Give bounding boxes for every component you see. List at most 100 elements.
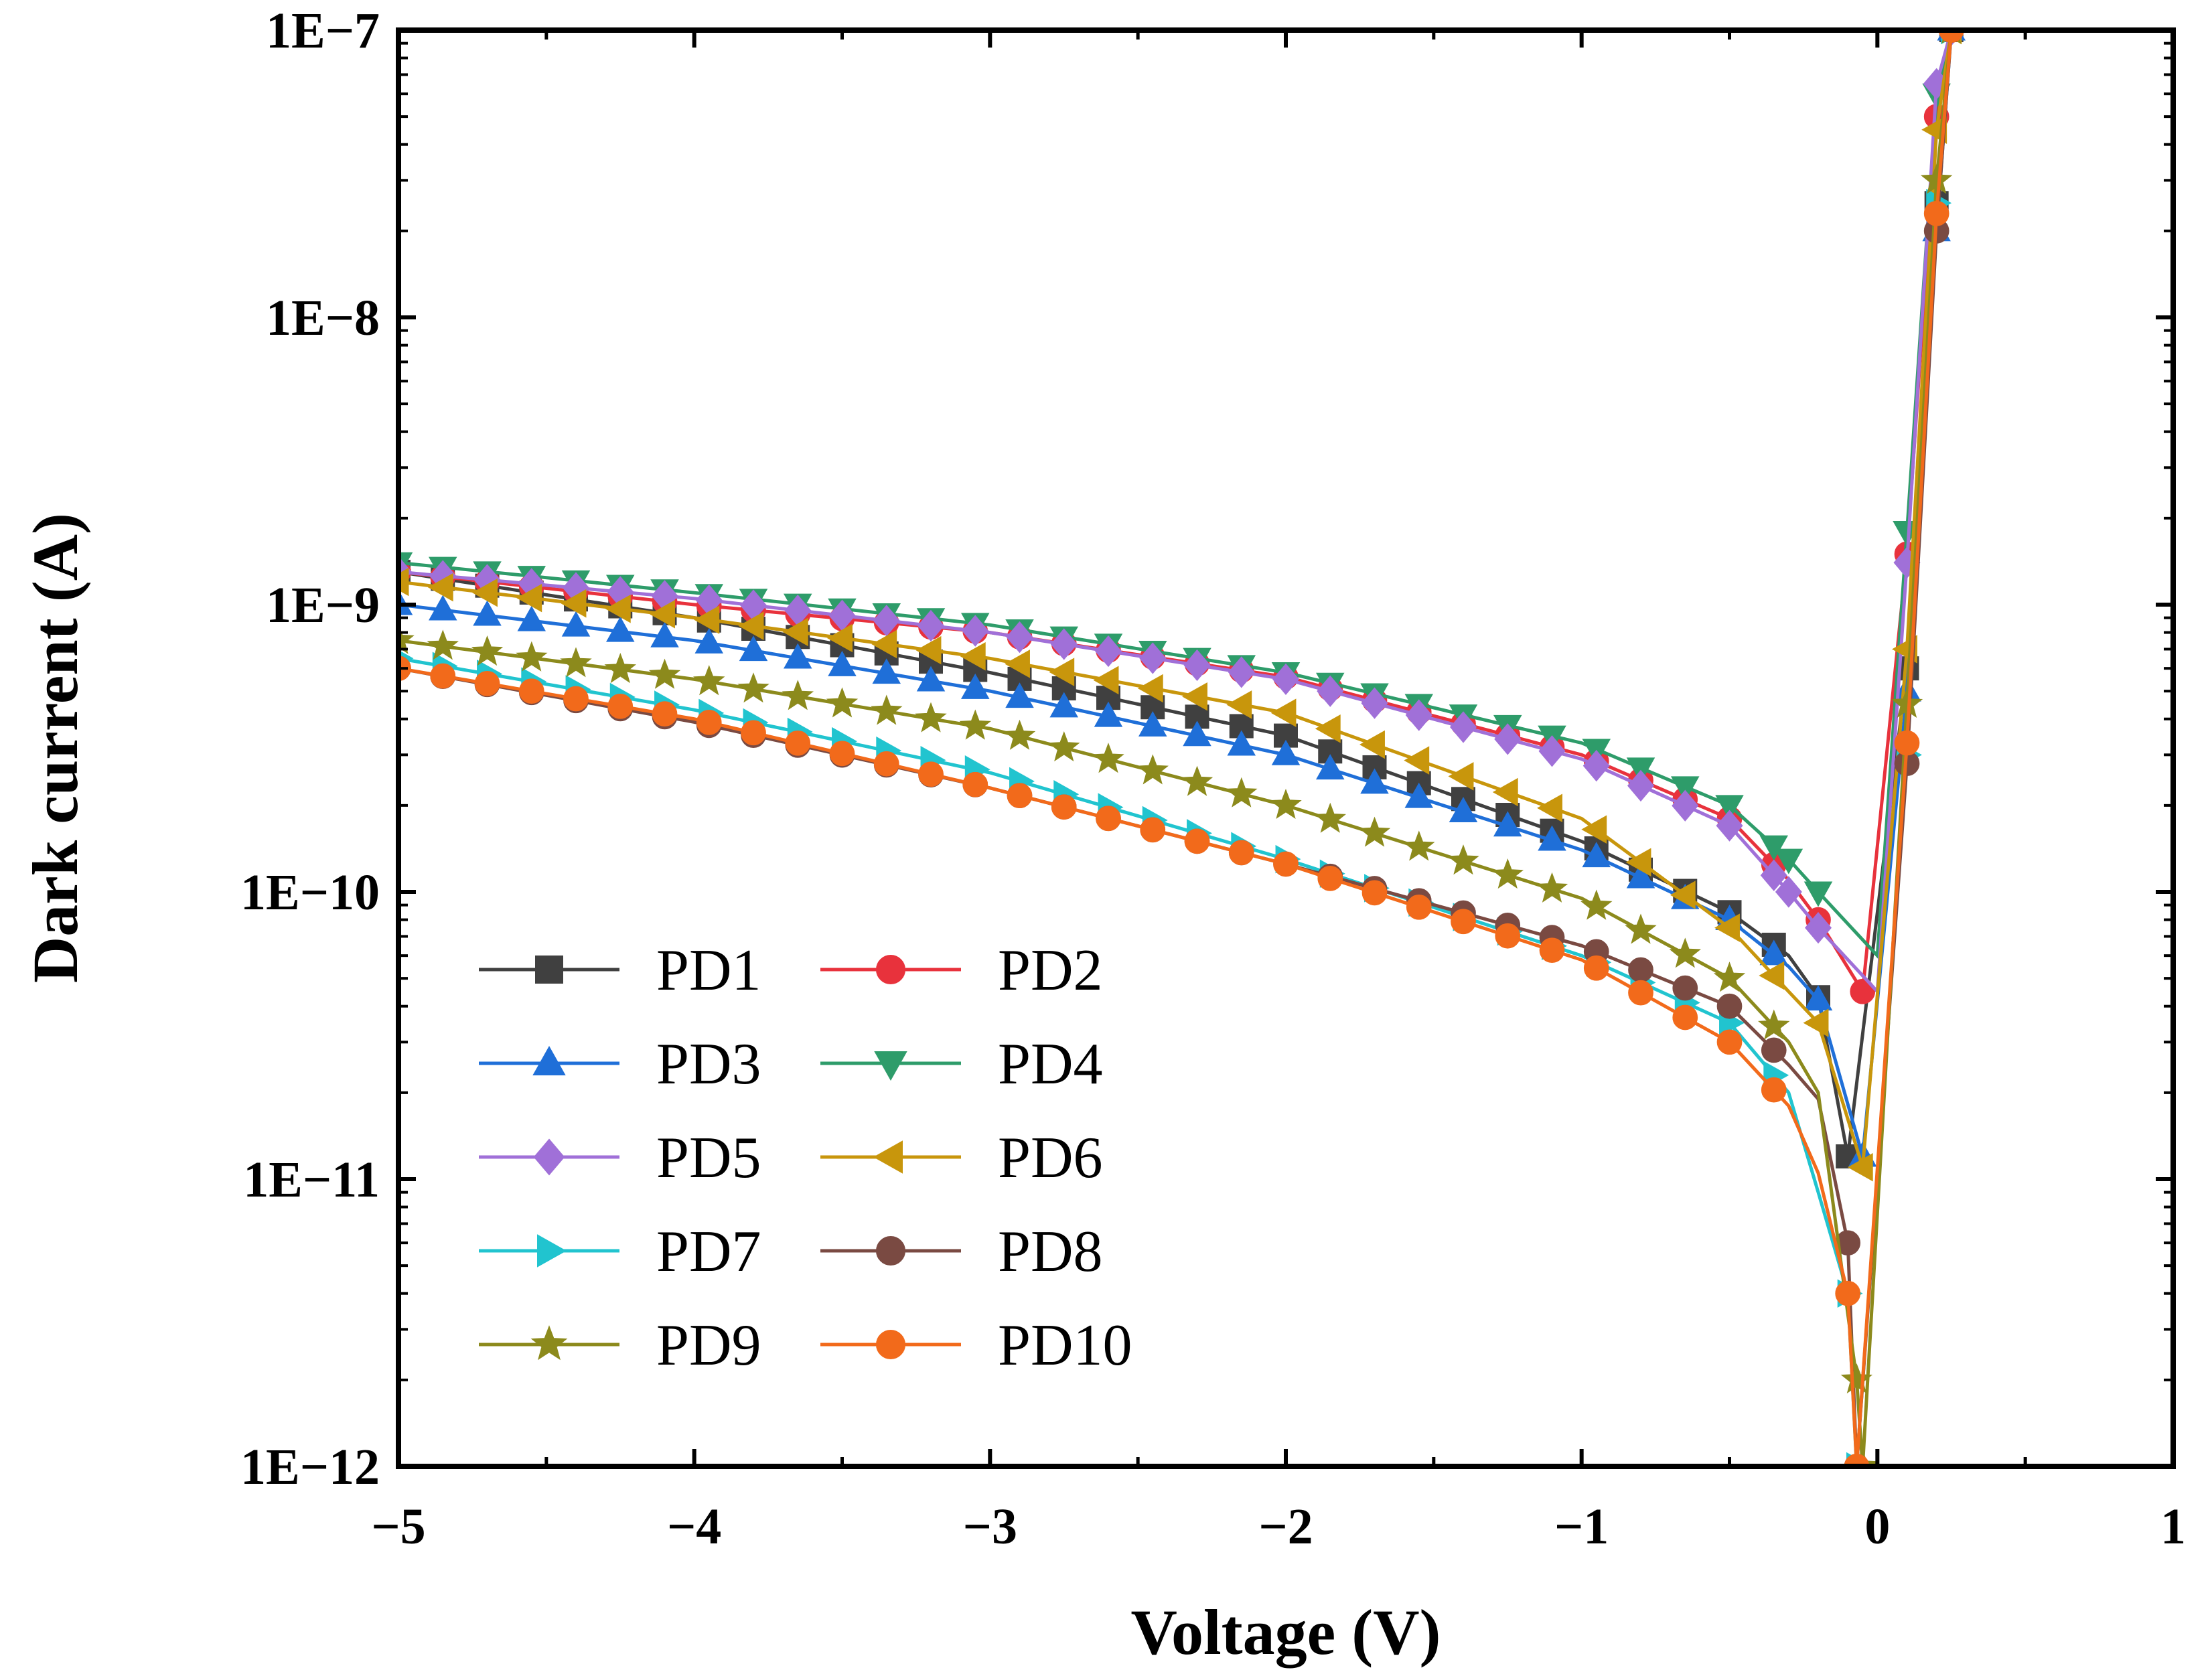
data-point-pd3: [650, 621, 679, 647]
data-point-pd3: [1005, 682, 1034, 708]
data-point-pd10: [518, 678, 544, 704]
data-point-pd10: [1716, 1029, 1743, 1055]
legend-label: PD9: [656, 1313, 761, 1378]
legend-marker: [876, 1236, 905, 1266]
data-point-pd6: [650, 600, 675, 629]
data-point-pd3: [1183, 720, 1211, 747]
series-pd6: [398, 30, 1962, 1182]
data-point-pd10: [741, 720, 766, 746]
data-point-pd10: [1007, 783, 1033, 809]
data-point-pd5: [1582, 749, 1610, 782]
data-point-pd8: [1761, 1037, 1787, 1063]
data-point-pd3: [1094, 701, 1123, 727]
data-point-pd10: [918, 761, 944, 787]
legend-item-pd7: PD7: [479, 1219, 761, 1284]
data-point-pd6: [1670, 881, 1696, 909]
data-point-pd5: [1760, 859, 1787, 891]
legend-label: PD2: [998, 938, 1103, 1003]
data-point-pd10: [1184, 828, 1210, 854]
data-point-pd9: [1580, 889, 1613, 920]
data-point-pd3: [828, 650, 857, 676]
legend-item-pd2: PD2: [820, 938, 1103, 1003]
data-point-pd9: [1181, 765, 1213, 796]
data-point-pd3: [1138, 711, 1167, 737]
data-point-pd3: [872, 658, 901, 684]
legend-label: PD10: [998, 1313, 1132, 1378]
data-point-pd9: [1840, 1363, 1873, 1393]
data-point-pd3: [916, 666, 946, 692]
axes-layer: −5 −4 −3 −2 −1 0 1 1E−12 1E−11 1E−10 1E−9 1E−8 1E−7: [240, 3, 2186, 1555]
data-point-pd6: [1714, 913, 1740, 942]
data-point-pd10: [1583, 955, 1609, 981]
y-axis-title: Dark current (A): [19, 513, 91, 983]
data-point-pd5: [1183, 649, 1211, 682]
data-point-pd6: [1581, 815, 1607, 844]
legend-label: PD5: [656, 1126, 761, 1191]
data-point-pd9: [560, 647, 592, 678]
legend-label: PD7: [656, 1219, 761, 1284]
data-point-pd3: [1803, 985, 1833, 1011]
data-point-pd10: [1495, 923, 1521, 949]
data-point-pd9: [1669, 937, 1701, 968]
data-point-pd9: [1920, 163, 1953, 194]
legend-item-pd1: PD1: [479, 938, 761, 1003]
data-point-pd9: [737, 672, 769, 703]
data-point-pd5: [1361, 687, 1388, 719]
data-point-pd6: [1049, 658, 1075, 686]
data-point-pd10: [1923, 200, 1949, 226]
data-point-pd8: [1672, 975, 1698, 1001]
data-point-pd10: [1761, 1077, 1787, 1103]
data-point-pd10: [1672, 1004, 1698, 1030]
data-point-pd10: [1406, 894, 1432, 920]
data-point-pd3: [605, 616, 635, 642]
data-point-pd10: [1051, 794, 1077, 820]
data-point-pd6: [738, 611, 764, 641]
data-point-pd3: [1404, 782, 1434, 808]
data-point-pd9: [693, 665, 725, 696]
y-tick-label: 1E−9: [266, 577, 380, 633]
legend-marker: [873, 1140, 903, 1174]
y-tick-label: 1E−7: [266, 3, 380, 59]
data-point-pd9: [1625, 913, 1657, 944]
data-point-pd6: [1448, 762, 1474, 791]
legend-label: PD4: [998, 1032, 1103, 1097]
y-tick-label: 1E−11: [243, 1152, 380, 1208]
data-point-pd5: [1405, 699, 1432, 731]
legend-marker: [876, 1330, 905, 1359]
legend-item-pd10: PD10: [820, 1313, 1132, 1378]
data-point-pd9: [782, 680, 814, 710]
data-point-pd9: [427, 629, 459, 660]
data-point-pd3: [1449, 797, 1478, 822]
data-point-pd10: [829, 741, 855, 767]
data-point-pd3: [1360, 768, 1389, 794]
data-point-pd6: [1625, 848, 1651, 876]
data-point-pd9: [959, 709, 992, 740]
legend-marker: [876, 955, 905, 984]
data-point-pd3: [1271, 739, 1301, 765]
legend-item-pd4: PD4: [820, 1032, 1103, 1097]
data-point-pd6: [1182, 682, 1207, 711]
data-point-pd9: [1092, 743, 1124, 773]
data-point-pd9: [1447, 844, 1479, 875]
data-point-pd6: [605, 594, 631, 623]
data-point-pd5: [1494, 723, 1522, 755]
data-point-pd6: [561, 589, 587, 618]
data-point-pd5: [1272, 663, 1300, 696]
data-point-pd6: [1803, 1008, 1829, 1037]
legend-label: PD8: [998, 1219, 1103, 1284]
data-point-pd10: [1140, 817, 1166, 843]
legend-marker: [533, 1138, 565, 1176]
data-point-pd6: [1093, 666, 1119, 695]
data-point-pd3: [694, 627, 724, 654]
data-point-pd10: [873, 751, 899, 777]
legend: PD1 PD2 PD3 PD4 PD5 PD6 PD7 PD8 PD9 PD10: [479, 938, 1132, 1378]
data-point-pd5: [962, 615, 989, 647]
data-point-pd6: [1404, 746, 1430, 775]
data-point-pd5: [1094, 635, 1122, 668]
data-point-pd10: [652, 701, 678, 727]
data-point-pd3: [1049, 692, 1079, 718]
data-point-pd6: [960, 641, 986, 671]
data-point-pd10: [1096, 806, 1121, 832]
data-point-pd6: [1315, 714, 1341, 743]
data-point-pd10: [1317, 866, 1343, 891]
